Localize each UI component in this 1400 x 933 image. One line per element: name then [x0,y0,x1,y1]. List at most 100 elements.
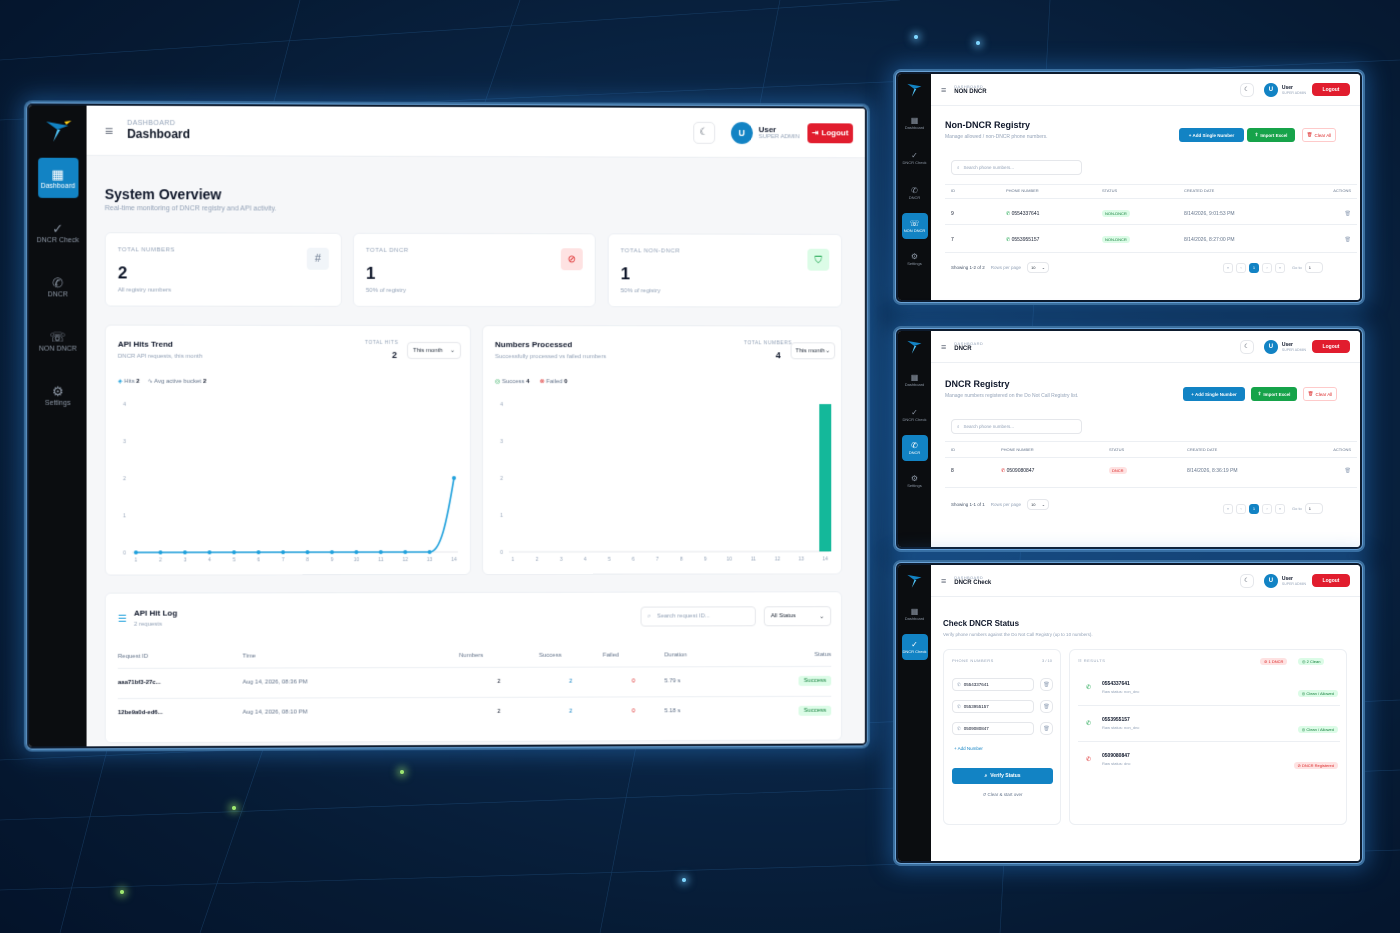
trash-icon[interactable]: 🗑 [1040,722,1053,735]
import-excel-button[interactable]: ⇪ Import Excel [1251,387,1297,401]
phone-input[interactable]: ✆ 0554337641 [952,678,1034,691]
rows-per-page-select[interactable]: 10 ⌄ [1027,262,1050,273]
trash-icon[interactable]: 🗑 [1040,700,1053,713]
pagination-info: Showing 1-1 of 1 Rows per page 10 ⌄ [951,499,1050,510]
api-hits-trend-card: API Hits Trend DNCR API requests, this m… [104,324,472,576]
range-select[interactable]: This month ⌄ [790,342,836,360]
search-input[interactable]: ⌕ Search phone numbers... [951,160,1082,175]
upload-icon: ⇪ [1254,132,1259,137]
nav-dncr[interactable]: ✆ DNCR [901,435,928,461]
grid-icon: ▦ [51,166,65,182]
theme-toggle-button[interactable]: ☾ [1239,339,1254,354]
nav-dncr-check[interactable]: ✓ DNCR Check [901,634,928,660]
add-number-button[interactable]: + Add Single Number [1183,387,1245,401]
page-button[interactable]: 1 [1249,262,1259,273]
table-row[interactable]: 9 ✆ 0554337641 NON-DNCR 8/14/2026, 9:01:… [951,210,1351,217]
nav-dashboard[interactable]: ▦ Dashboard [904,116,925,130]
avatar[interactable]: U [1263,573,1278,588]
logout-button[interactable]: Logout [1312,574,1350,587]
import-excel-button[interactable]: ⇪ Import Excel [1247,128,1295,142]
logout-button[interactable]: Logout [1312,83,1350,96]
nav-dncr-check[interactable]: ✓ DNCR Check [902,151,927,165]
nav-dncr[interactable]: ✆ DNCR [908,186,921,200]
search-input[interactable]: ⌕ Search phone numbers... [951,419,1082,434]
menu-icon[interactable]: ≡ [941,575,947,586]
nav-dncr-check[interactable]: ✓ DNCR Check [902,408,927,422]
range-select[interactable]: This month ⌄ [406,341,461,360]
first-page-button[interactable]: « [1223,262,1233,273]
nav-non-dncr[interactable]: ☏ NON DNCR [38,329,77,353]
nav-settings[interactable]: ⚙ Settings [907,252,922,266]
goto-page-input[interactable]: 1 [1304,262,1323,273]
section-heading: DNCR Registry [945,379,1010,389]
next-page-button[interactable]: › [1262,503,1272,514]
chevron-down-icon: ⌄ [1041,502,1046,507]
nav-dncr[interactable]: ✆ DNCR [47,274,69,298]
nav-dashboard[interactable]: ▦ Dashboard [904,607,925,621]
table-row[interactable]: 7 ✆ 0553955157 NON-DNCR 8/14/2026, 8:27:… [951,236,1351,243]
search-input[interactable]: ⌕ Search request ID... [640,606,756,627]
page-button[interactable]: 1 [1249,503,1259,514]
trash-icon[interactable]: 🗑 [1344,210,1351,217]
menu-icon[interactable]: ≡ [104,122,113,139]
nav-settings[interactable]: ⚙ Settings [45,383,71,407]
success-icon: ◎ [494,379,501,386]
avatar[interactable]: U [1263,82,1278,97]
nav-settings[interactable]: ⚙ Settings [907,474,922,488]
avatar[interactable]: U [730,121,753,144]
x-tick-label: 9 [704,557,707,563]
upload-icon: ⇪ [1257,391,1262,396]
verify-status-button[interactable]: ⌕ Verify Status [952,768,1053,784]
moon-icon: ☾ [1244,87,1250,93]
data-point [329,549,334,554]
data-point [183,550,188,555]
rows-per-page-select[interactable]: 10 ⌄ [1027,499,1050,510]
logout-button[interactable]: Logout [1312,340,1350,353]
sidebar: ▦ Dashboard ✓ DNCR Check ✆ DNCR ☏ NON DNCR ⚙… [29,105,87,747]
next-page-button[interactable]: › [1262,262,1272,273]
avatar[interactable]: U [1263,339,1278,354]
clear-all-button[interactable]: 🗑 Clear All [1303,387,1337,401]
trash-icon[interactable]: 🗑 [1344,467,1351,474]
trash-icon[interactable]: 🗑 [1344,236,1351,243]
clear-all-button[interactable]: 🗑 Clear All [1302,128,1336,142]
menu-icon[interactable]: ≡ [941,84,947,95]
add-number-link[interactable]: + Add Number [954,746,983,751]
trash-icon[interactable]: 🗑 [1040,678,1053,691]
list-icon: ☷ [1078,658,1083,663]
glow-dot [400,770,404,774]
x-tick-label: 14 [823,556,829,562]
x-tick-label: 11 [751,557,756,563]
logout-button[interactable]: ⇥ Logout [807,122,854,143]
nav-dncr-check[interactable]: ✓ DNCR Check [36,220,79,244]
x-tick-label: 13 [427,557,433,563]
table-row[interactable]: 12be9a0d-ed6... Aug 14, 2026, 08:10 PM 2… [118,696,832,728]
table-row[interactable]: aaa71bf3-27c... Aug 14, 2026, 08:36 PM 2… [117,665,832,699]
phone-off-icon: ⊘ [560,248,583,271]
reset-button[interactable]: ↺ Clear & start over [982,792,1023,797]
section-heading: System Overview [104,186,222,203]
nav-dashboard[interactable]: ▦ Dashboard [37,157,78,199]
phone-input[interactable]: ✆ 0509080847 [952,722,1034,735]
search-icon: ⌕ [984,773,988,779]
prev-page-button[interactable]: ‹ [1236,503,1246,514]
last-page-button[interactable]: » [1275,262,1285,273]
last-page-button[interactable]: » [1275,503,1285,514]
add-number-button[interactable]: + Add Single Number [1179,128,1244,142]
theme-toggle-button[interactable]: ☾ [1239,82,1254,97]
nav-non-dncr[interactable]: ☏ NON DNCR [901,213,928,239]
theme-toggle-button[interactable]: ☾ [692,121,715,144]
nav-dashboard[interactable]: ▦ Dashboard [904,373,925,387]
hash-icon: # [306,247,329,270]
data-point [452,476,457,481]
goto-page-input[interactable]: 1 [1304,503,1323,514]
result-item: ✆ 0554337641 Raw status: non_dnc ◎ Clean… [1078,676,1340,706]
theme-toggle-button[interactable]: ☾ [1239,573,1254,588]
status-filter-select[interactable]: All Status ⌄ [763,606,832,627]
first-page-button[interactable]: « [1223,503,1233,514]
menu-icon[interactable]: ≡ [941,341,947,352]
table-row[interactable]: 8 ✆ 0509080847 DNCR 8/14/2026, 8:36:19 P… [951,467,1351,474]
prev-page-button[interactable]: ‹ [1236,262,1246,273]
phone-input[interactable]: ✆ 0553955157 [952,700,1034,713]
